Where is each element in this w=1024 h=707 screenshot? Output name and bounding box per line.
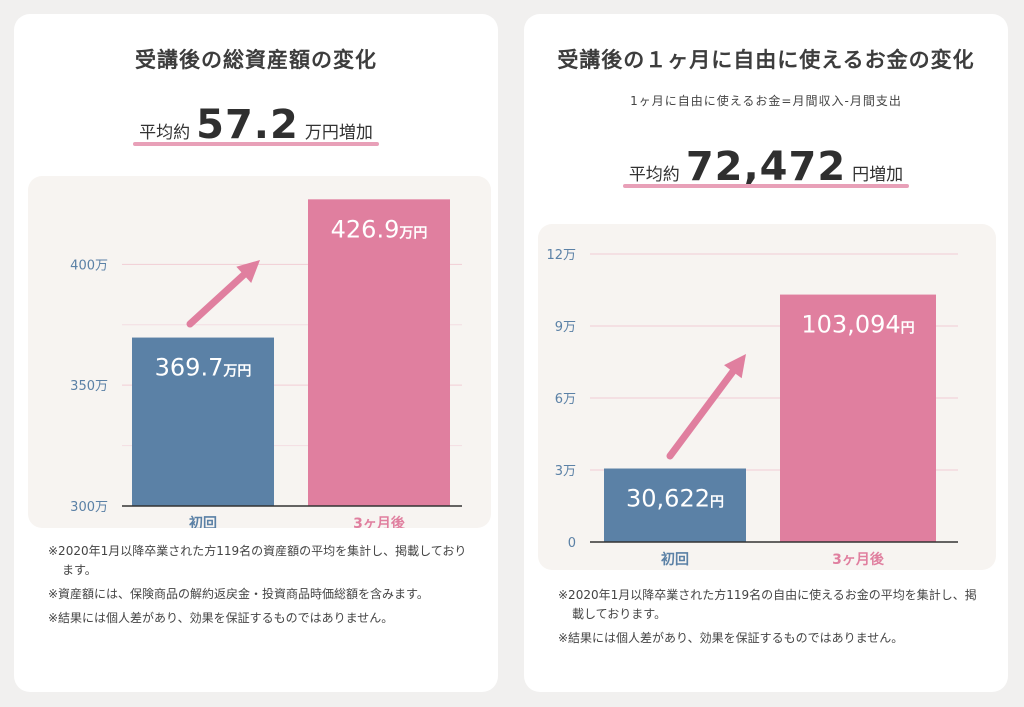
notes: ※2020年1月以降卒業された方119名の資産額の平均を集計し、掲載しております… [48, 542, 468, 633]
y-tick-label: 12万 [546, 248, 576, 263]
headline-prefix: 平均約 [139, 123, 191, 143]
y-tick-label: 300万 [70, 500, 108, 515]
y-tick-label: 9万 [555, 320, 576, 335]
headline-suffix: 円増加 [852, 165, 904, 185]
bar-value-label: 30,622円 [626, 485, 724, 513]
headline-prefix: 平均約 [628, 165, 680, 185]
category-label: 初回 [189, 515, 217, 528]
bar [780, 294, 936, 542]
y-tick-label: 0 [568, 536, 576, 551]
bar [132, 337, 274, 506]
average-increase-headline: 平均約 57.2 万円増加 [14, 102, 498, 148]
trend-arrow-head [236, 260, 260, 283]
note: ※結果には個人差があり、効果を保証するものではありません。 [558, 631, 904, 645]
panel-subtitle: 1ヶ月に自由に使えるお金=月間収入-月間支出 [630, 94, 902, 108]
note: ※結果には個人差があり、効果を保証するものではありません。 [48, 611, 394, 625]
y-tick-label: 350万 [70, 379, 108, 394]
trend-arrow-line [666, 368, 737, 460]
bar-value-label: 103,094円 [801, 311, 914, 339]
average-increase-headline: 平均約 72,472 円増加 [524, 144, 1008, 190]
notes: ※2020年1月以降卒業された方119名の自由に使えるお金の平均を集計し、掲載し… [558, 586, 978, 653]
headline-number: 72,472 [685, 144, 847, 190]
y-tick-label: 400万 [70, 258, 108, 273]
trend-arrow-line [186, 271, 248, 328]
bar [308, 199, 450, 506]
category-label: 3ヶ月後 [832, 551, 885, 568]
trend-arrow-head [724, 354, 746, 379]
note: ※資産額には、保険商品の解約返戻金・投資商品時価総額を含みます。 [48, 587, 429, 601]
category-label: 3ヶ月後 [353, 515, 406, 528]
y-tick-label: 3万 [555, 464, 576, 479]
note: ※2020年1月以降卒業された方119名の資産額の平均を集計し、掲載しております… [48, 544, 467, 577]
bar [604, 468, 746, 542]
asset-change-panel: 受講後の総資産額の変化 平均約 57.2 万円増加 300万 350万 400万 369.… [14, 14, 498, 692]
category-label: 初回 [661, 551, 689, 568]
free-money-panel: 受講後の１ヶ月に自由に使えるお金の変化 1ヶ月に自由に使えるお金=月間収入-月間… [524, 14, 1008, 692]
note: ※2020年1月以降卒業された方119名の自由に使えるお金の平均を集計し、掲載し… [558, 588, 977, 621]
headline-number: 57.2 [196, 102, 299, 148]
asset-bar-chart: 300万 350万 400万 369.7万円初回 426.9万円 3ヶ月後 [28, 176, 491, 528]
y-tick-label: 6万 [555, 392, 576, 407]
bar-value-label: 369.7万円 [155, 354, 252, 382]
headline-suffix: 万円増加 [304, 123, 373, 143]
free-money-bar-chart: 0 3万 6万 9万 12万 30,622円初回 103,094円 3ヶ月後 [538, 224, 996, 570]
panel-title: 受講後の総資産額の変化 [135, 48, 377, 72]
panel-title: 受講後の１ヶ月に自由に使えるお金の変化 [557, 48, 975, 72]
bar-value-label: 426.9万円 [331, 215, 428, 243]
